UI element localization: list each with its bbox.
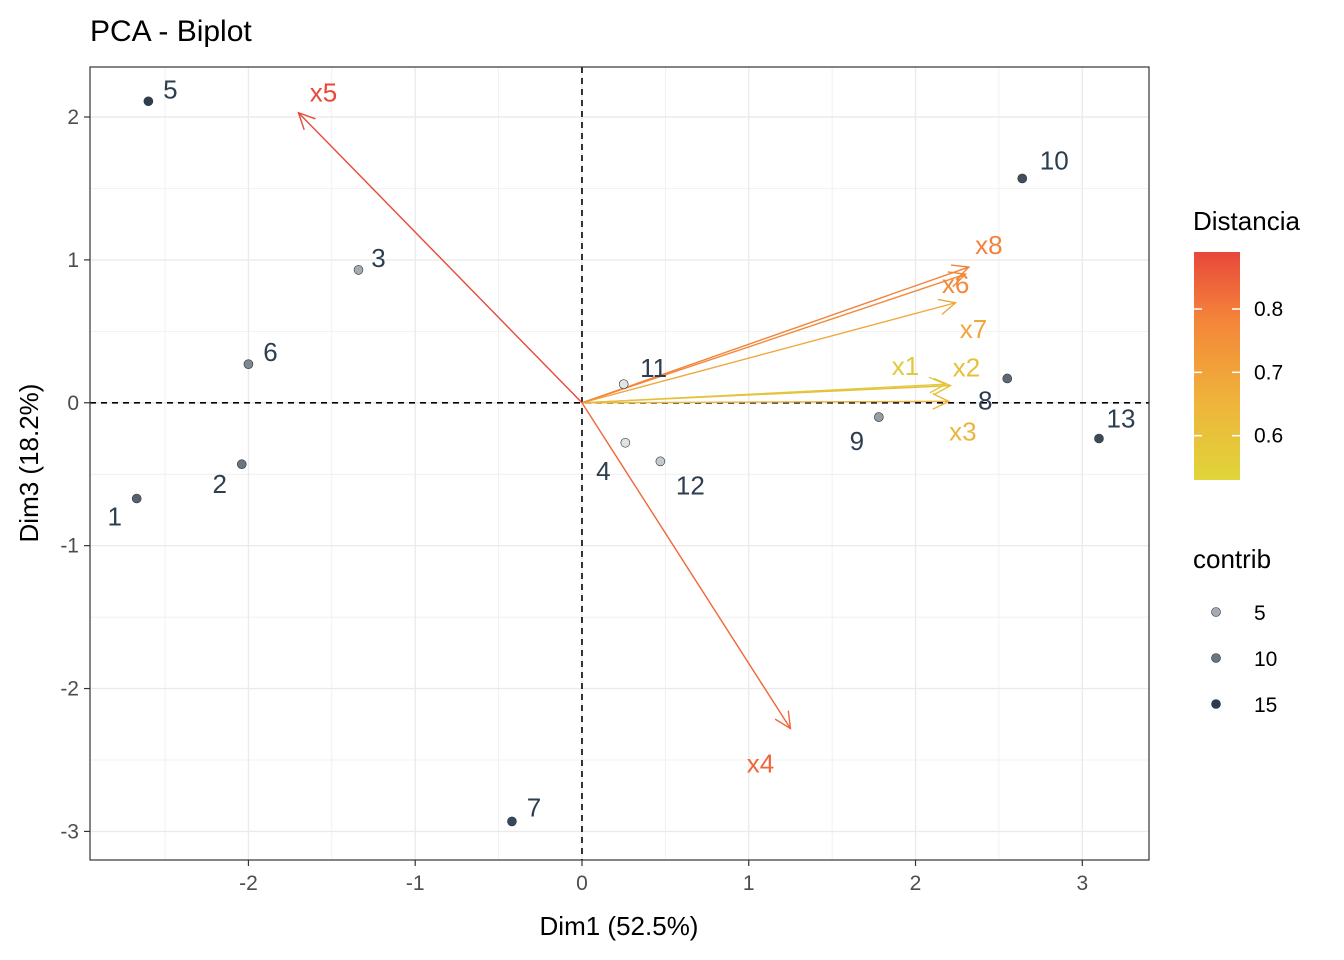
variable-arrow-x2	[581, 377, 953, 404]
individual-point-12	[655, 456, 666, 467]
individual-point-4	[620, 437, 631, 448]
x-axis-title: Dim1 (52.5%)	[540, 911, 699, 941]
individual-label: 12	[676, 470, 705, 500]
variable-arrow-head	[774, 710, 792, 730]
x-tick-label: -1	[406, 872, 425, 895]
y-tick-label: -1	[60, 535, 79, 558]
individual-label: 13	[1107, 403, 1136, 433]
variable-arrow-head	[950, 264, 971, 281]
legend-contrib-key	[1211, 699, 1221, 709]
variable-label: x2	[953, 353, 980, 383]
legend-contrib-label: 5	[1254, 602, 1266, 625]
individual-point-5	[143, 96, 154, 107]
individual-point-2	[236, 459, 247, 470]
y-tick-label: 0	[67, 392, 79, 415]
legend-contrib-key	[1211, 607, 1221, 617]
y-tick-label: 2	[67, 106, 79, 129]
chart-title: PCA - Biplot	[90, 15, 252, 48]
individual-label: 7	[527, 792, 541, 822]
individual-point-8	[1002, 373, 1013, 384]
x-tick-label: 1	[743, 872, 755, 895]
legend-distancia-ticks: 0.6 0.7 0.8	[1194, 298, 1283, 448]
individual-point-11	[618, 379, 629, 390]
variable-labels: x1 x2 x3 x4 x5 x6 x7 x8	[310, 78, 1003, 779]
variable-label: x8	[975, 230, 1002, 260]
individual-label: 4	[596, 456, 610, 486]
variable-arrow-x8	[581, 264, 971, 404]
individual-point-10	[1017, 173, 1028, 184]
individual-label: 10	[1040, 145, 1069, 175]
individual-point-6	[243, 359, 254, 369]
individual-point-3	[353, 265, 364, 275]
legend-contrib-label: 10	[1254, 648, 1277, 671]
variable-arrow-x3	[581, 392, 951, 410]
y-tick-label: -3	[60, 820, 79, 843]
variable-arrow-shaft	[581, 266, 970, 404]
variable-arrow-head	[932, 392, 951, 410]
x-tick-label: 2	[910, 872, 922, 895]
y-axis-title: Dim3 (18.2%)	[14, 384, 44, 543]
individual-label: 2	[213, 469, 227, 499]
legend-contrib-title: contrib	[1193, 544, 1271, 574]
variable-label: x4	[747, 749, 774, 779]
individual-point-9	[874, 412, 884, 422]
variable-label: x6	[942, 269, 969, 299]
x-axis-ticks: -2 -1 0 1 2 3	[239, 860, 1088, 895]
variable-arrow-shaft	[581, 273, 966, 404]
individual-point-7	[507, 816, 517, 827]
legend-distancia-tick-label: 0.7	[1254, 361, 1283, 384]
x-tick-label: 3	[1076, 872, 1088, 895]
individual-label: 1	[107, 502, 121, 532]
variable-arrow-head	[937, 298, 958, 316]
legend-distancia-tick-label: 0.6	[1254, 425, 1283, 448]
individual-label: 9	[850, 426, 864, 456]
variable-arrow-shaft	[581, 384, 951, 404]
individual-label: 5	[163, 74, 177, 104]
individual-label: 11	[640, 353, 667, 383]
variable-arrow-head	[297, 111, 316, 131]
legend-distancia-colorbar	[1194, 252, 1240, 480]
variable-label: x5	[310, 78, 337, 108]
individual-point-13	[1094, 433, 1104, 444]
legend-contrib: contrib 5 10 15	[1193, 544, 1277, 717]
y-tick-label: -2	[60, 678, 79, 701]
individual-label: 8	[978, 385, 992, 415]
individual-label: 3	[371, 243, 385, 273]
y-axis-ticks: -3 -2 -1 0 1 2	[60, 106, 90, 843]
variable-arrow-shaft	[581, 400, 949, 404]
individual-label: 6	[263, 337, 277, 367]
individual-point-1	[131, 493, 142, 504]
variable-arrow-head	[933, 377, 953, 395]
variable-label: x7	[960, 314, 987, 344]
variable-arrow-x4	[581, 402, 792, 730]
plot-background	[90, 67, 1149, 860]
legend-distancia: Distancia 0.6 0.7 0.8	[1193, 206, 1300, 480]
variable-arrow-x5	[297, 111, 583, 404]
legend-contrib-items: 5 10 15	[1211, 602, 1277, 717]
plot-border	[89, 66, 1150, 861]
variable-label: x1	[892, 351, 919, 381]
legend-contrib-label: 15	[1254, 694, 1277, 717]
legend-distancia-tick-label: 0.8	[1254, 298, 1283, 321]
x-tick-label: 0	[576, 872, 588, 895]
x-tick-label: -2	[239, 872, 258, 895]
legend-contrib-key	[1211, 653, 1221, 663]
variable-arrow-shaft	[297, 112, 583, 404]
variable-arrow-x7	[581, 298, 958, 404]
variable-label: x3	[949, 416, 976, 446]
variable-arrow-shaft	[581, 402, 792, 729]
y-tick-label: 1	[67, 249, 79, 272]
variable-arrows	[297, 111, 971, 730]
variable-arrow-shaft	[581, 302, 956, 404]
individual-points	[131, 96, 1104, 827]
legend-distancia-title: Distancia	[1193, 206, 1300, 236]
